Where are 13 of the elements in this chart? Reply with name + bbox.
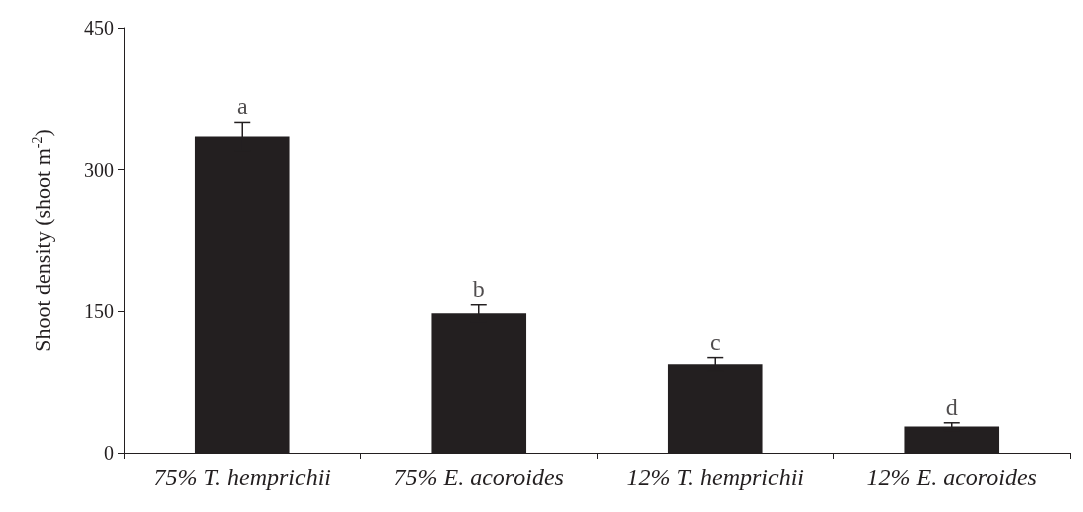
- y-tick-label: 150: [84, 300, 114, 323]
- x-tick-label: 75% E. acoroides: [393, 464, 564, 490]
- x-tick-label: 12% T. hemprichii: [626, 464, 805, 490]
- y-axis-title: Shoot density (shoot m-2): [29, 129, 55, 352]
- y-tick-label: 0: [104, 442, 114, 464]
- y-tick-label: 300: [84, 158, 114, 181]
- annotation: b: [472, 275, 485, 302]
- x-tick-label: 75% T. hemprichii: [153, 464, 332, 490]
- annotation: c: [709, 328, 721, 355]
- annotation: d: [945, 393, 958, 420]
- y-tick-label: 450: [84, 17, 114, 39]
- x-tick-label: 12% E. acoroides: [866, 464, 1037, 490]
- annotation: a: [236, 93, 248, 120]
